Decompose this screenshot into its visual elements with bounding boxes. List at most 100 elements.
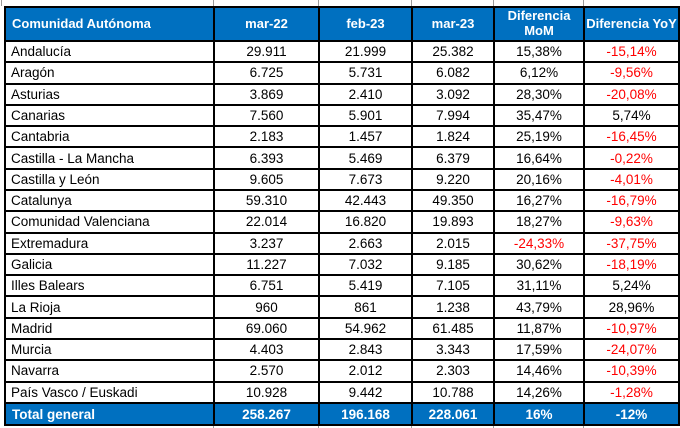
mar23-cell: 10.788 (411, 380, 495, 404)
mar22-cell: 2.183 (213, 125, 320, 149)
table-row: Navarra 2.570 2.012 2.303 14,46% -10,39% (4, 359, 680, 383)
mar22-cell: 9.605 (213, 167, 320, 191)
column-header-feb23: feb-23 (318, 6, 413, 42)
table-row: La Rioja 960 861 1.238 43,79% 28,96% (4, 295, 680, 319)
feb23-cell: 7.032 (318, 252, 413, 277)
mom-cell: 20,16% (493, 167, 585, 191)
regions-data-table: Comunidad Autónoma mar-22 feb-23 mar-23 Dife… (4, 6, 680, 426)
feb23-cell: 21.999 (318, 39, 413, 64)
feb23-cell: 2.012 (318, 359, 413, 383)
gridline-stub (493, 0, 494, 6)
region-cell: Andalucía (4, 39, 215, 64)
mom-cell: 43,79% (493, 295, 585, 319)
mar23-cell: 3.092 (411, 82, 495, 106)
mar23-cell: 19.893 (411, 210, 495, 234)
mar23-cell: 9.220 (411, 167, 495, 191)
gridline-stub (493, 426, 494, 428)
region-cell: Madrid (4, 316, 215, 340)
table-footer: Total general 258.267 196.168 228.061 16% -12… (4, 402, 680, 426)
table-row: Extremadura 3.237 2.663 2.015 -24,33% -37,75% (4, 231, 680, 255)
yoy-cell: -16,45% (583, 125, 680, 149)
table-row: Comunidad Valenciana 22.014 16.820 19.893 18… (4, 210, 680, 234)
gridline-stub (213, 0, 214, 6)
region-cell: Catalunya (4, 188, 215, 213)
total-feb23-cell: 196.168 (318, 402, 413, 426)
mar22-cell: 7.560 (213, 103, 320, 128)
total-mom-cell: 16% (493, 402, 585, 426)
mar23-cell: 1.238 (411, 295, 495, 319)
mom-cell: 11,87% (493, 316, 585, 340)
mom-cell: 31,11% (493, 274, 585, 298)
yoy-cell: -9,63% (583, 210, 680, 234)
gridline-stub (1, 0, 2, 6)
mar23-cell: 2.303 (411, 359, 495, 383)
feb23-cell: 861 (318, 295, 413, 319)
total-mar23-cell: 228.061 (411, 402, 495, 426)
table-row: Andalucía 29.911 21.999 25.382 15,38% -15,14% (4, 39, 680, 64)
mom-cell: 25,19% (493, 125, 585, 149)
region-cell: Castilla y León (4, 167, 215, 191)
column-header-region: Comunidad Autónoma (4, 6, 215, 42)
yoy-cell: 5,24% (583, 274, 680, 298)
feb23-cell: 16.820 (318, 210, 413, 234)
mar22-cell: 10.928 (213, 380, 320, 404)
column-header-mar22: mar-22 (213, 6, 320, 42)
table-row: Madrid 69.060 54.962 61.485 11,87% -10,97% (4, 316, 680, 340)
feb23-cell: 2.843 (318, 337, 413, 362)
yoy-cell: -0,22% (583, 146, 680, 170)
mom-cell: 15,38% (493, 39, 585, 64)
mar23-cell: 1.824 (411, 125, 495, 149)
mar23-cell: 3.343 (411, 337, 495, 362)
region-cell: Canarias (4, 103, 215, 128)
mar23-cell: 6.082 (411, 61, 495, 85)
gridline-stub (411, 0, 412, 6)
total-row: Total general 258.267 196.168 228.061 16% -12… (4, 402, 680, 426)
region-cell: Aragón (4, 61, 215, 85)
feb23-cell: 5.731 (318, 61, 413, 85)
mar22-cell: 11.227 (213, 252, 320, 277)
region-cell: Illes Balears (4, 274, 215, 298)
table-body: Andalucía 29.911 21.999 25.382 15,38% -15,14%… (4, 39, 680, 404)
mar22-cell: 29.911 (213, 39, 320, 64)
yoy-cell: -37,75% (583, 231, 680, 255)
mar22-cell: 69.060 (213, 316, 320, 340)
mar22-cell: 3.869 (213, 82, 320, 106)
yoy-cell: 5,74% (583, 103, 680, 128)
table-row: Canarias 7.560 5.901 7.994 35,47% 5,74% (4, 103, 680, 128)
mar22-cell: 22.014 (213, 210, 320, 234)
mom-cell: 35,47% (493, 103, 585, 128)
yoy-cell: -9,56% (583, 61, 680, 85)
region-cell: Extremadura (4, 231, 215, 255)
mom-cell: 14,26% (493, 380, 585, 404)
column-header-yoy: Diferencia YoY (583, 6, 680, 42)
mom-cell: 18,27% (493, 210, 585, 234)
mar23-cell: 25.382 (411, 39, 495, 64)
yoy-cell: -24,07% (583, 337, 680, 362)
yoy-cell: -16,79% (583, 188, 680, 213)
gridline-stub (318, 426, 319, 428)
mom-cell: 17,59% (493, 337, 585, 362)
table-row: Illes Balears 6.751 5.419 7.105 31,11% 5,24% (4, 274, 680, 298)
feb23-cell: 7.673 (318, 167, 413, 191)
column-header-mar23: mar-23 (411, 6, 495, 42)
gridline-stub (411, 426, 412, 428)
mom-cell: 14,46% (493, 359, 585, 383)
mom-cell: 28,30% (493, 82, 585, 106)
region-cell: Galicia (4, 252, 215, 277)
region-cell: Murcia (4, 337, 215, 362)
table-row: Asturias 3.869 2.410 3.092 28,30% -20,08% (4, 82, 680, 106)
region-cell: Castilla - La Mancha (4, 146, 215, 170)
yoy-cell: -18,19% (583, 252, 680, 277)
yoy-cell: -4,01% (583, 167, 680, 191)
mar22-cell: 59.310 (213, 188, 320, 213)
feb23-cell: 2.663 (318, 231, 413, 255)
mar23-cell: 6.379 (411, 146, 495, 170)
feb23-cell: 1.457 (318, 125, 413, 149)
gridline-stub (583, 0, 584, 6)
table-row: Murcia 4.403 2.843 3.343 17,59% -24,07% (4, 337, 680, 362)
feb23-cell: 5.419 (318, 274, 413, 298)
yoy-cell: -10,39% (583, 359, 680, 383)
mom-cell: 16,27% (493, 188, 585, 213)
mar23-cell: 61.485 (411, 316, 495, 340)
